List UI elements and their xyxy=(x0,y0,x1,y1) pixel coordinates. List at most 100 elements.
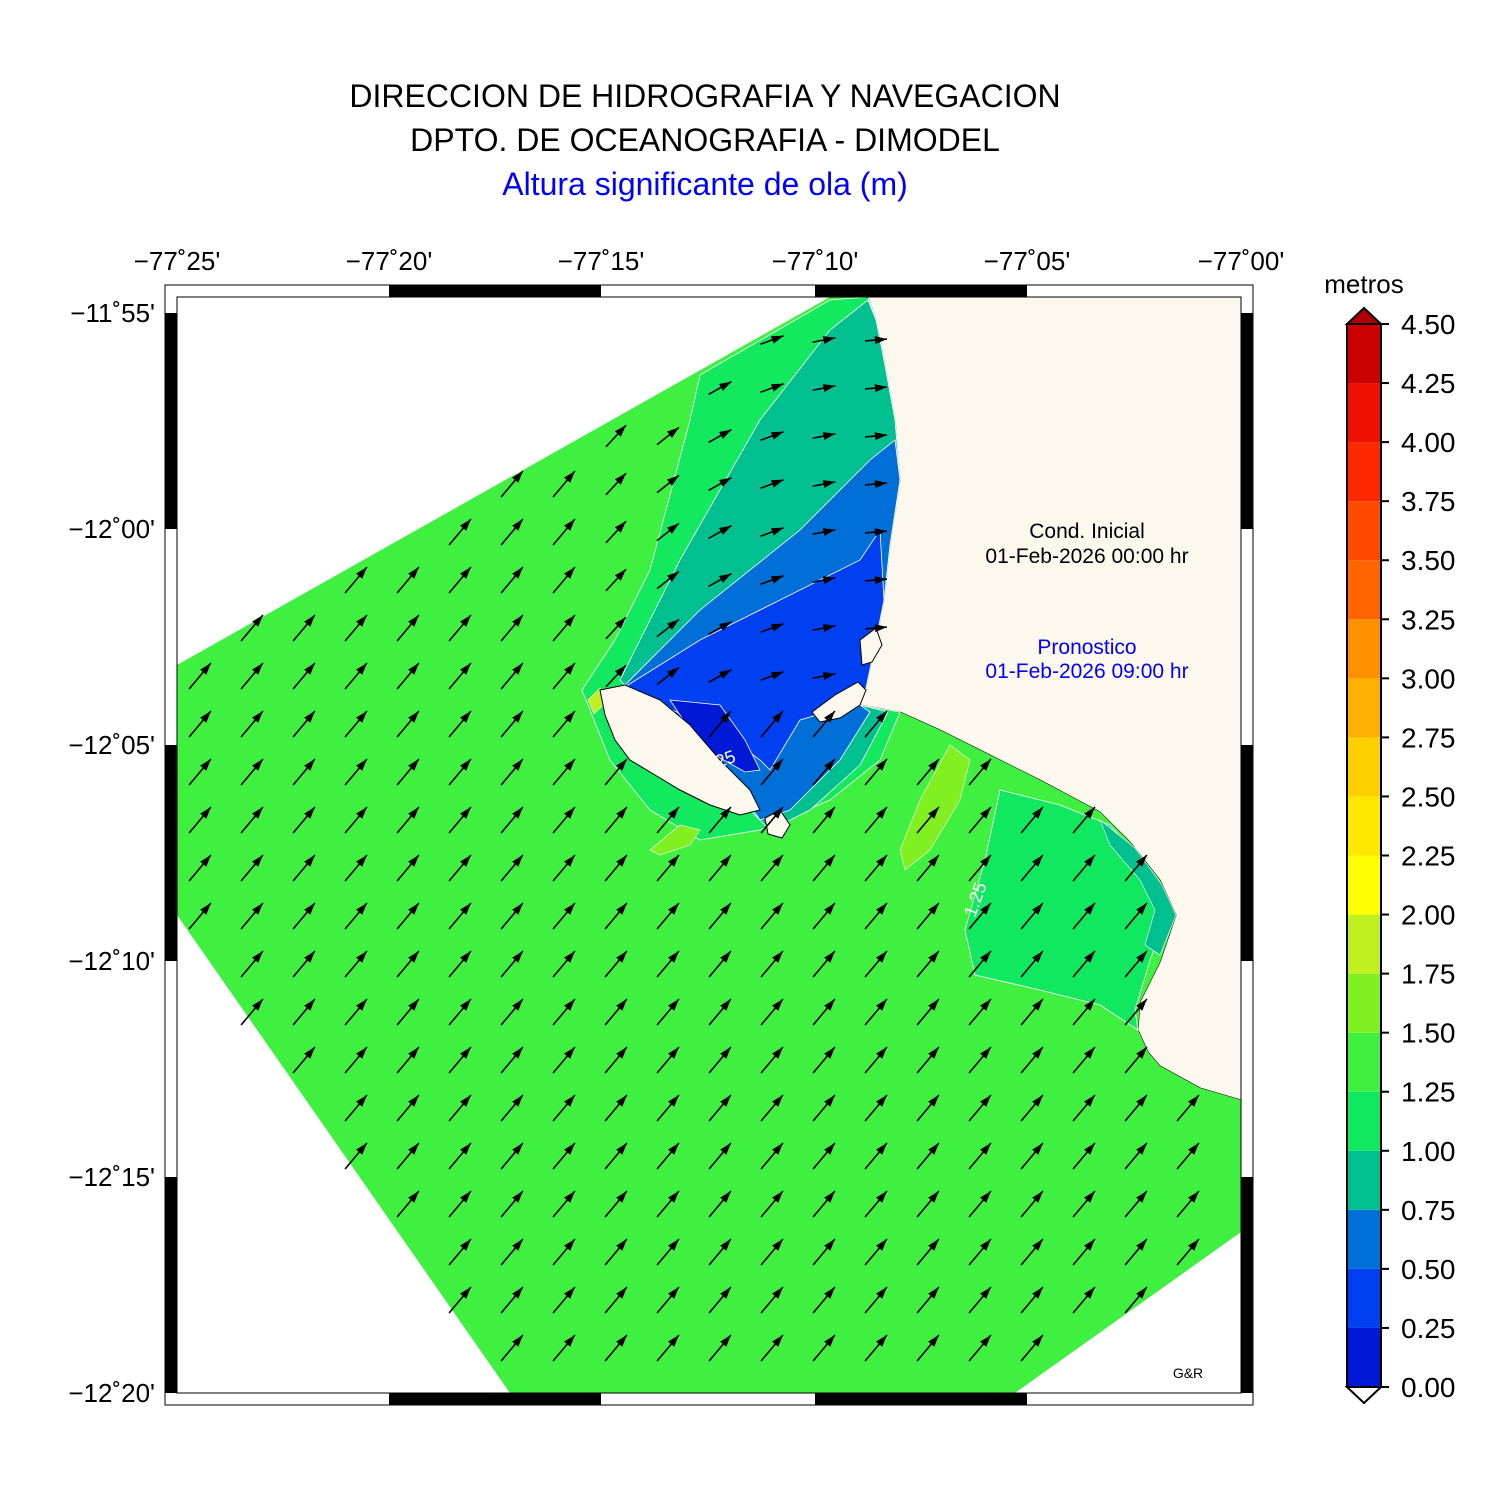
wave-arrow-head xyxy=(304,950,315,963)
wave-arrow-head xyxy=(616,1094,627,1107)
wave-arrow-head xyxy=(356,710,367,723)
colorbar-tick-label: 0.00 xyxy=(1401,1372,1456,1403)
wave-arrow-head xyxy=(512,1190,523,1203)
wave-arrow-head xyxy=(1084,1094,1095,1107)
colorbar-swatch xyxy=(1347,1327,1381,1387)
wave-arrow-head xyxy=(1032,1046,1043,1059)
wave-arrow-head xyxy=(876,1334,887,1347)
wave-arrow-head xyxy=(719,477,732,487)
wave-arrow-head xyxy=(252,614,263,627)
colorbar-tick-label: 0.25 xyxy=(1401,1313,1456,1344)
wave-arrow-head xyxy=(564,854,575,867)
wave-arrow-head xyxy=(512,806,523,819)
colorbar-tick-label: 1.50 xyxy=(1401,1018,1456,1049)
wave-arrow-head xyxy=(408,1046,419,1059)
wave-arrow-head xyxy=(512,902,523,915)
wave-arrow-head xyxy=(460,518,471,531)
wave-arrow-head xyxy=(770,479,784,488)
wave-arrow-head xyxy=(772,1334,783,1347)
wave-arrow-head xyxy=(874,528,887,537)
wave-arrow-head xyxy=(1084,1046,1095,1059)
wave-arrow-head xyxy=(408,1190,419,1203)
wave-arrow-head xyxy=(564,710,575,723)
colorbar-tick-label: 0.75 xyxy=(1401,1195,1456,1226)
colorbar-swatch xyxy=(1347,914,1381,974)
colorbar-swatch xyxy=(1347,442,1381,502)
wave-arrow-head xyxy=(460,1046,471,1059)
wave-arrow-head xyxy=(512,518,523,531)
colorbar-tick-label: 3.50 xyxy=(1401,545,1456,576)
wave-arrow-head xyxy=(252,854,263,867)
wave-arrow-head xyxy=(876,1046,887,1059)
wave-arrow-head xyxy=(824,1190,835,1203)
wave-arrow-head xyxy=(876,998,887,1011)
colorbar-swatch xyxy=(1347,560,1381,620)
wave-arrow-head xyxy=(460,806,471,819)
wave-arrow-head xyxy=(512,998,523,1011)
wave-arrow-head xyxy=(564,950,575,963)
cond-inicial-label: Cond. Inicial xyxy=(1029,520,1145,543)
wave-arrow-head xyxy=(822,432,836,441)
frame-scale-bars xyxy=(165,285,1253,1405)
wave-arrow-head xyxy=(928,1142,939,1155)
colorbar-tick-label: 0.50 xyxy=(1401,1254,1456,1285)
wave-arrow-head xyxy=(980,1334,991,1347)
wave-arrow-head xyxy=(1188,1094,1199,1107)
wave-arrow-head xyxy=(304,662,315,675)
wave-arrow-head xyxy=(928,758,939,771)
wave-arrow-head xyxy=(356,1094,367,1107)
wave-arrow-head xyxy=(667,475,679,486)
wave-arrow-head xyxy=(720,806,731,819)
wave-arrow-head xyxy=(876,758,887,771)
colorbar-unit-label: metros xyxy=(1324,269,1403,299)
lon-tick-label: −77˚25' xyxy=(134,246,221,276)
wave-arrow-head xyxy=(408,1094,419,1107)
wave-arrow-head xyxy=(667,523,679,534)
wave-arrow-head xyxy=(356,1142,367,1155)
wave-arrow-head xyxy=(824,998,835,1011)
wave-arrow-head xyxy=(512,1046,523,1059)
wave-arrow-head xyxy=(512,1286,523,1299)
colorbar-swatch xyxy=(1347,1150,1381,1210)
wave-arrow-head xyxy=(772,1238,783,1251)
wave-arrow-head xyxy=(667,667,679,678)
wave-arrow-head xyxy=(876,854,887,867)
wave-arrow-head xyxy=(460,1238,471,1251)
wave-arrow-head xyxy=(720,950,731,963)
wave-arrow-head xyxy=(512,758,523,771)
pronostico-label: Pronostico xyxy=(1037,636,1136,659)
wave-arrow-head xyxy=(356,662,367,675)
wave-arrow-head xyxy=(668,1094,679,1107)
wave-arrow-head xyxy=(822,336,836,345)
wave-arrow-head xyxy=(720,710,731,723)
wave-arrow-head xyxy=(614,521,627,533)
colorbar-tick-label: 1.25 xyxy=(1401,1077,1456,1108)
wave-arrow-head xyxy=(408,806,419,819)
wave-arrow-head xyxy=(564,1190,575,1203)
wave-arrow-head xyxy=(408,998,419,1011)
wave-arrow-head xyxy=(252,710,263,723)
wave-arrow-head xyxy=(460,1142,471,1155)
colorbar-tick-label: 2.25 xyxy=(1401,841,1456,872)
wave-arrow-head xyxy=(564,1142,575,1155)
wave-arrow-head xyxy=(1032,1190,1043,1203)
wave-arrow-head xyxy=(512,470,523,483)
wave-arrow-head xyxy=(772,1142,783,1155)
wave-arrow-head xyxy=(770,623,784,632)
wave-arrow-head xyxy=(980,902,991,915)
wave-arrow-head xyxy=(356,758,367,771)
wave-arrow-head xyxy=(460,566,471,579)
wave-arrow-head xyxy=(668,806,679,819)
wave-arrow-head xyxy=(356,806,367,819)
wave-arrow-head xyxy=(564,1238,575,1251)
band-island-1.50 xyxy=(649,824,701,856)
wave-arrow-head xyxy=(980,950,991,963)
wave-arrow-head xyxy=(824,1094,835,1107)
wave-arrow-head xyxy=(980,758,991,771)
wave-arrow-head xyxy=(668,902,679,915)
colorbar-swatch xyxy=(1347,855,1381,915)
cond-inicial-date: 01-Feb-2026 00:00 hr xyxy=(985,545,1188,568)
wave-arrow-head xyxy=(928,806,939,819)
wave-arrow-head xyxy=(614,569,627,581)
lat-tick-label: −12˚15' xyxy=(68,1162,155,1192)
